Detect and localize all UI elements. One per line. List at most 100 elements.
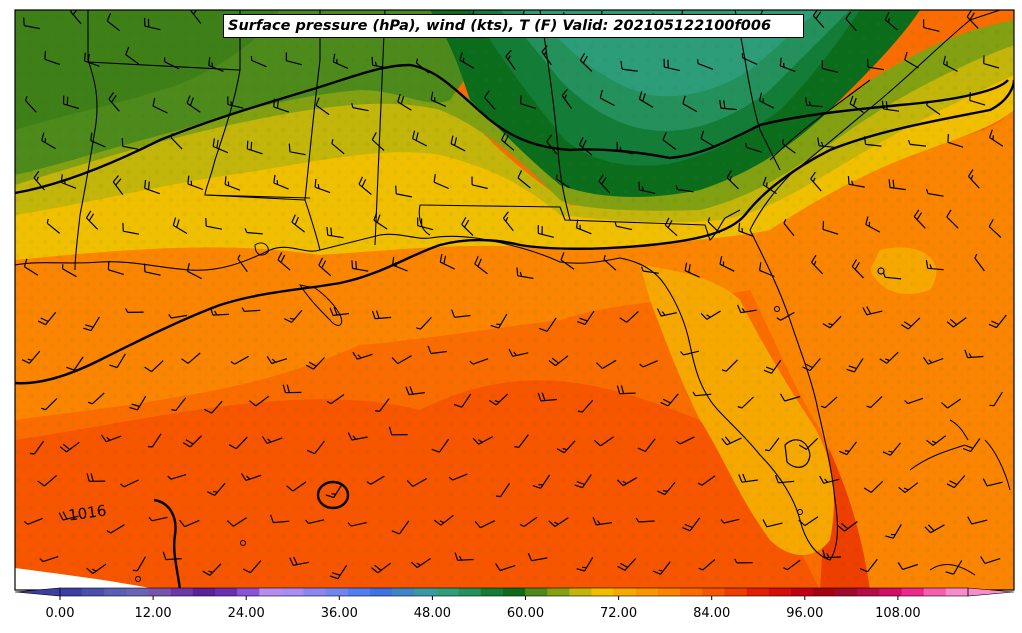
colorbar-segment <box>325 588 349 596</box>
wind-barb <box>682 517 701 532</box>
wind-barb <box>866 395 883 409</box>
wind-barb <box>865 216 881 233</box>
wind-barb <box>415 58 430 74</box>
colorbar-segment <box>303 588 327 596</box>
wind-barb <box>417 217 434 231</box>
wind-barb <box>44 51 61 66</box>
wind-barb <box>212 138 229 154</box>
wind-barb <box>23 258 39 276</box>
colorbar-segment <box>945 588 969 596</box>
wind-barb <box>592 516 613 526</box>
wind-barb <box>60 174 77 189</box>
wind-barb <box>926 189 944 197</box>
wind-barb <box>620 60 638 72</box>
wind-barb <box>947 134 964 148</box>
wind-barb <box>167 474 187 480</box>
colorbar-segment <box>60 588 83 596</box>
wind-barb <box>776 311 795 321</box>
wind-barb <box>692 391 712 397</box>
wind-barb <box>358 176 372 195</box>
wind-barb <box>46 218 61 234</box>
colorbar-segment <box>104 588 127 596</box>
wind-barb <box>144 17 161 31</box>
wind-barb <box>451 309 471 318</box>
wind-barb <box>969 92 986 106</box>
wind-barb <box>112 175 124 196</box>
colorbar-segment <box>613 588 637 596</box>
isobar-label: 1016 <box>67 501 107 524</box>
wind-barb <box>329 564 348 580</box>
wind-barb <box>85 210 99 230</box>
wind-barb <box>641 266 659 274</box>
wind-barb <box>762 176 777 195</box>
wind-barb <box>719 99 737 111</box>
wind-barb <box>652 561 671 575</box>
wind-barb <box>913 209 926 229</box>
colorbar-segment <box>525 588 548 596</box>
map-title: Surface pressure (hPa), wind (kts), T (F… <box>223 14 804 38</box>
wind-barb <box>412 130 428 147</box>
wind-barb <box>23 17 41 30</box>
wind-barb <box>454 552 474 561</box>
wind-barb <box>388 426 408 436</box>
wind-barb <box>132 556 146 572</box>
wind-barb <box>810 171 822 192</box>
wind-barb <box>517 170 531 189</box>
wind-barb <box>285 52 302 66</box>
wind-barb <box>416 316 432 330</box>
wind-barb <box>982 478 1003 487</box>
wind-barb <box>520 95 537 109</box>
wind-barb <box>171 397 187 412</box>
wind-barb <box>881 100 900 112</box>
wind-barb <box>862 306 883 316</box>
wind-barb <box>664 217 678 237</box>
wind-barb <box>721 359 738 372</box>
colorbar-segment <box>148 588 172 596</box>
wind-barb <box>738 473 758 483</box>
colorbar-tick-label: 36.00 <box>320 606 358 621</box>
wind-barb <box>599 89 615 107</box>
wind-barb <box>305 519 325 524</box>
wind-barb <box>433 174 450 190</box>
wind-barb <box>798 516 819 527</box>
wind-barb <box>555 174 570 189</box>
wind-barb <box>596 359 617 370</box>
wind-barb <box>366 475 385 485</box>
wind-barb <box>469 358 489 365</box>
wind-barb <box>474 256 488 275</box>
wind-barb <box>405 386 425 396</box>
wind-barb <box>783 219 795 237</box>
wind-barb <box>162 551 182 561</box>
wind-barb <box>33 170 45 191</box>
wind-barb <box>459 52 475 69</box>
colorbar-tick-label: 72.00 <box>599 606 638 621</box>
wind-barb <box>537 392 557 402</box>
wind-barb <box>734 558 753 564</box>
wind-barb <box>904 51 919 69</box>
wind-barb <box>926 435 947 446</box>
wind-barb <box>209 307 229 316</box>
wind-barb <box>900 317 921 330</box>
wind-barb <box>514 434 529 448</box>
wind-barb <box>373 212 388 230</box>
wind-barb <box>148 516 168 522</box>
colorbar-segment <box>215 588 238 596</box>
wind-barb <box>448 473 468 481</box>
wind-barb <box>433 514 454 526</box>
wind-barb <box>737 396 754 409</box>
colorbar-tick-label: 12.00 <box>134 606 172 621</box>
wind-barb <box>246 140 263 155</box>
colorbar-segment <box>436 588 460 596</box>
colorbar-tick-label: 60.00 <box>506 606 545 621</box>
wind-barb <box>273 174 289 190</box>
wind-barb <box>616 385 636 395</box>
wind-barb <box>598 174 611 194</box>
wind-barb <box>326 394 345 405</box>
wind-barb <box>839 441 857 456</box>
wind-barb <box>516 267 534 279</box>
colorbar-segment <box>370 588 393 596</box>
wind-barb <box>41 132 56 150</box>
wind-barb <box>884 12 898 31</box>
wind-barb <box>863 480 884 493</box>
wind-barb <box>660 393 679 407</box>
